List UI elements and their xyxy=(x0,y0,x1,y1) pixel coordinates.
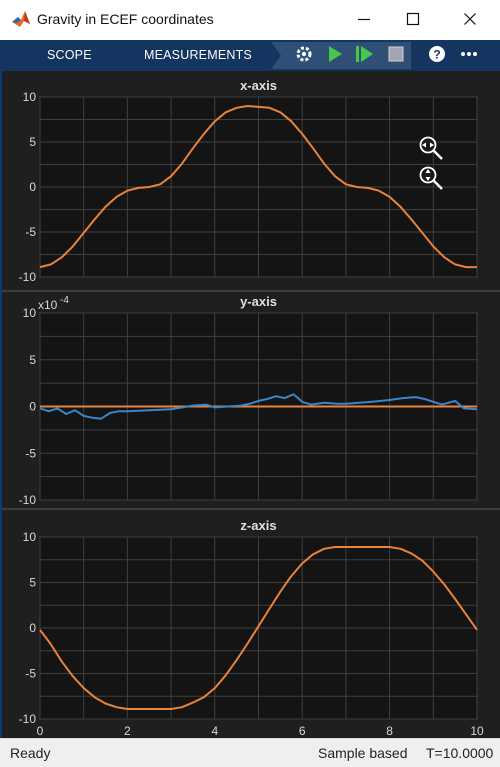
group-arrow-icon xyxy=(271,42,281,69)
zoom-horizontal-icon[interactable] xyxy=(418,135,444,161)
zoom-vertical-icon[interactable] xyxy=(418,165,444,191)
step-forward-button[interactable] xyxy=(354,43,376,65)
x-tick-label: 10 xyxy=(470,724,484,738)
y-tick-label: -5 xyxy=(25,667,36,681)
play-icon xyxy=(329,46,342,62)
status-time: T=10.0000 xyxy=(426,745,494,761)
status-state: Ready xyxy=(10,745,51,761)
y-tick-label: 0 xyxy=(29,621,36,635)
axes-title: y-axis xyxy=(240,294,277,309)
title-bar: Gravity in ECEF coordinates xyxy=(0,0,500,40)
exponent-power: -4 xyxy=(60,295,69,306)
y-tick-label: -10 xyxy=(19,493,37,507)
scope-display: x-axis 10 5 0 -5 -10 y-axis 10 5 0 -5 -10 x10 -4 z-axi… xyxy=(0,71,500,738)
y-tick-label: 0 xyxy=(29,180,36,194)
y-tick-label: 10 xyxy=(23,306,37,320)
settings-button[interactable] xyxy=(293,43,315,65)
y-tick-label: 10 xyxy=(23,90,37,104)
status-bar: Ready Sample based T=10.0000 xyxy=(0,738,500,767)
status-mode: Sample based xyxy=(318,745,408,761)
y-tick-label: 0 xyxy=(29,400,36,414)
more-icon xyxy=(461,52,477,56)
more-options-button[interactable] xyxy=(458,43,480,65)
left-edge-strip xyxy=(0,71,2,738)
svg-text:?: ? xyxy=(433,48,440,62)
tab-measurements[interactable]: MEASUREMENTS xyxy=(144,48,252,62)
close-icon xyxy=(464,13,476,25)
run-button[interactable] xyxy=(324,43,346,65)
help-button[interactable]: ? xyxy=(426,43,448,65)
y-tick-label: 5 xyxy=(29,353,36,367)
stop-icon xyxy=(388,46,404,62)
tab-scope[interactable]: SCOPE xyxy=(47,48,92,62)
maximize-button[interactable] xyxy=(396,4,430,34)
y-tick-label: -5 xyxy=(25,225,36,239)
x-tick-label: 0 xyxy=(37,724,44,738)
exponent-label: x10 xyxy=(38,298,58,312)
x-tick-label: 8 xyxy=(386,724,393,738)
y-tick-label: 10 xyxy=(23,530,37,544)
series-line xyxy=(39,393,478,420)
step-forward-icon xyxy=(356,46,373,62)
stop-button[interactable] xyxy=(385,43,407,65)
y-tick-label: -10 xyxy=(19,712,37,726)
x-tick-label: 2 xyxy=(124,724,131,738)
series-line xyxy=(39,546,478,710)
x-tick-label: 6 xyxy=(299,724,306,738)
toolstrip: SCOPE MEASUREMENTS ? xyxy=(0,40,500,71)
y-tick-label: -5 xyxy=(25,446,36,460)
minimize-button[interactable] xyxy=(347,4,381,34)
matlab-logo-icon xyxy=(12,11,30,27)
minimize-icon xyxy=(358,18,370,21)
y-tick-label: 5 xyxy=(29,135,36,149)
axes-title: z-axis xyxy=(240,518,276,533)
x-tick-label: 4 xyxy=(211,724,218,738)
help-icon: ? xyxy=(429,46,445,62)
series-line xyxy=(39,105,477,269)
gear-icon xyxy=(296,46,312,62)
maximize-icon xyxy=(406,12,420,26)
simulation-controls xyxy=(271,42,411,69)
y-tick-label: -10 xyxy=(19,270,37,284)
axes-title: x-axis xyxy=(240,78,277,93)
window-title: Gravity in ECEF coordinates xyxy=(37,11,214,27)
y-tick-label: 5 xyxy=(29,576,36,590)
close-button[interactable] xyxy=(453,4,487,34)
